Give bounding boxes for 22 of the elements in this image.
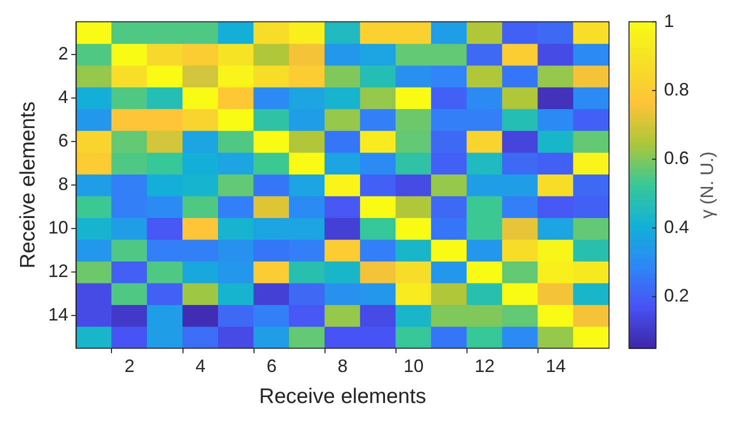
y-tick-label: 10 <box>48 217 68 238</box>
y-axis-title: Receive elements <box>16 102 40 268</box>
color-bar-label: 0.4 <box>664 216 690 237</box>
y-tick-label: 14 <box>48 304 68 325</box>
color-bar-title: γ (N. U.) <box>696 152 717 218</box>
x-axis-title: Receive elements <box>259 385 426 408</box>
y-tick-label: 6 <box>58 130 68 150</box>
y-tick-label: 2 <box>58 43 68 64</box>
color-bar-label: 0.8 <box>664 79 690 100</box>
color-bar-label: 1 <box>664 10 674 31</box>
x-tick-label: 4 <box>196 356 206 376</box>
y-tick-label: 12 <box>48 261 68 282</box>
color-bar-label: 0.2 <box>664 286 690 306</box>
x-tick-label: 14 <box>546 356 566 376</box>
color-bar-label: 0.6 <box>664 148 690 168</box>
y-tick-label: 4 <box>58 86 68 107</box>
x-tick-label: 2 <box>124 356 135 376</box>
y-tick-label: 8 <box>58 174 68 194</box>
x-tick-label: 6 <box>266 356 277 376</box>
x-tick-label: 8 <box>338 356 348 376</box>
x-tick-label: 12 <box>474 356 495 376</box>
x-tick-label: 10 <box>404 356 424 376</box>
